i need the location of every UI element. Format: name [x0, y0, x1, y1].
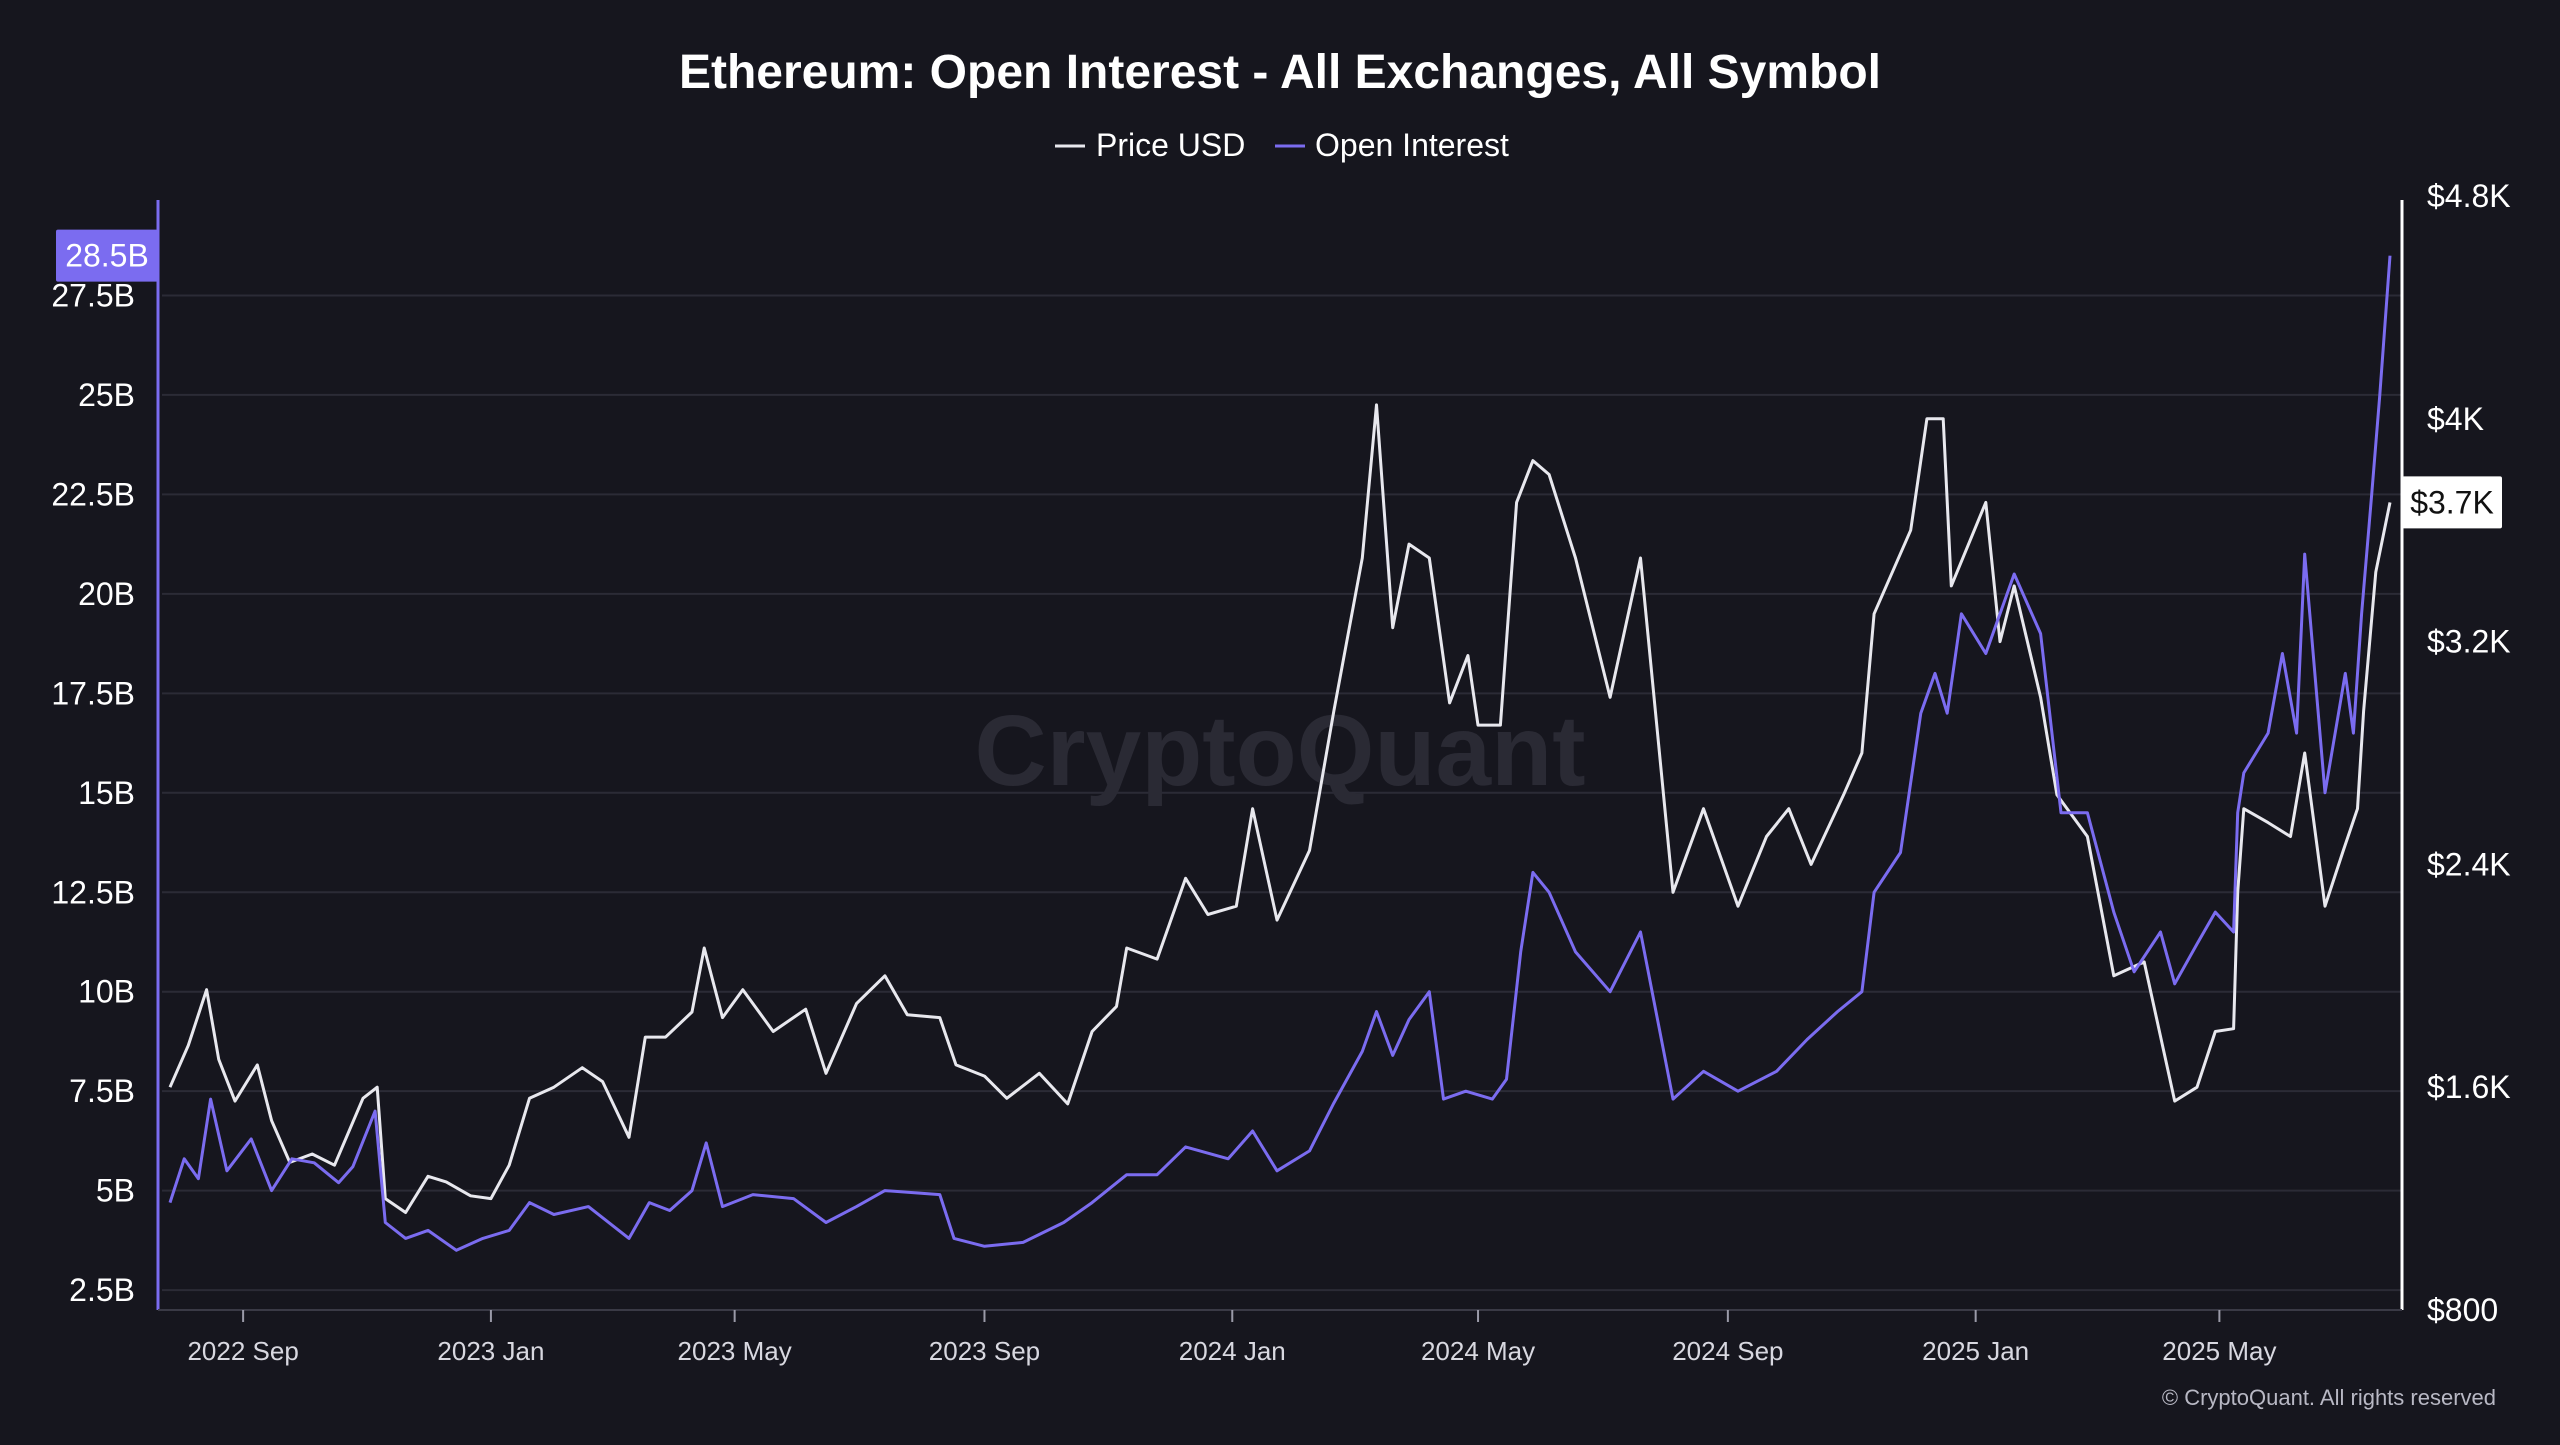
open-interest-current-label: 28.5B — [65, 238, 149, 274]
right-tick-label: $4.8K — [2427, 178, 2511, 214]
right-tick-label: $2.4K — [2427, 846, 2511, 882]
legend-oi-label: Open Interest — [1315, 127, 1509, 163]
x-tick-label: 2024 May — [1421, 1336, 1535, 1366]
x-tick-label: 2023 Sep — [929, 1336, 1040, 1366]
left-tick-label: 10B — [78, 974, 135, 1010]
legend-price-label: Price USD — [1096, 127, 1245, 163]
x-tick-label: 2022 Sep — [187, 1336, 298, 1366]
price-line — [168, 403, 2392, 1214]
open-interest-badge-bg — [56, 229, 158, 282]
x-tick-label: 2024 Jan — [1179, 1336, 1286, 1366]
x-tick-label: 2025 May — [2162, 1336, 2276, 1366]
left-axis: 2.5B 5B 7.5B 10B 12.5B 15B 17.5B 20B 22.5B 25B 27.… — [51, 200, 160, 1310]
left-tick-label: 20B — [78, 576, 135, 612]
open-interest-line — [168, 255, 2392, 1252]
price-badge-bg — [2402, 476, 2502, 529]
legend: Price USD Open Interest — [1055, 127, 1509, 163]
x-tick-label: 2025 Jan — [1922, 1336, 2029, 1366]
x-axis: 2022 Sep 2023 Jan 2023 May 2023 Sep 2024 Jan… — [158, 1309, 2402, 1366]
right-tick-label: $1.6K — [2427, 1069, 2511, 1105]
left-tick-label: 15B — [78, 775, 135, 811]
x-tick-label: 2023 May — [678, 1336, 792, 1366]
price-current-label: $3.7K — [2410, 484, 2494, 520]
left-tick-label: 17.5B — [51, 675, 135, 711]
x-tick-label: 2023 Jan — [437, 1336, 544, 1366]
left-tick-label: 12.5B — [51, 874, 135, 910]
grid — [162, 294, 2402, 1292]
right-axis: $800 $1.6K $2.4K $3.2K $4K $4.8K — [2400, 178, 2511, 1328]
chart-title: Ethereum: Open Interest - All Exchanges,… — [679, 46, 1881, 99]
copyright-notice: © CryptoQuant. All rights reserved — [2162, 1385, 2496, 1410]
x-tick-label: 2024 Sep — [1672, 1336, 1783, 1366]
left-tick-label: 7.5B — [69, 1073, 135, 1109]
left-tick-label: 2.5B — [69, 1272, 135, 1308]
price-current-badge: $3.7K — [2402, 476, 2502, 529]
open-interest-current-badge: 28.5B — [56, 229, 158, 282]
watermark: CryptoQuant — [974, 695, 1585, 807]
right-tick-label: $800 — [2427, 1292, 2498, 1328]
series-layer — [168, 255, 2392, 1252]
left-tick-label: 22.5B — [51, 476, 135, 512]
right-tick-label: $4K — [2427, 401, 2484, 437]
left-tick-label: 27.5B — [51, 277, 135, 313]
left-tick-label: 5B — [96, 1173, 135, 1209]
left-tick-label: 25B — [78, 377, 135, 413]
right-tick-label: $3.2K — [2427, 624, 2511, 660]
